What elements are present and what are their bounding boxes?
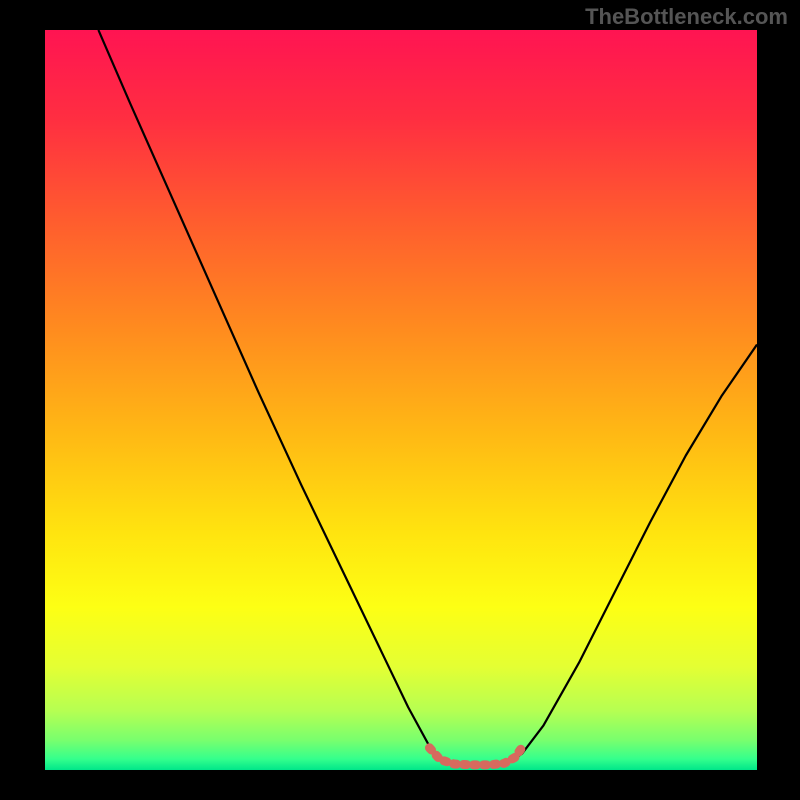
plot-area xyxy=(45,30,757,770)
chart-frame: TheBottleneck.com xyxy=(0,0,800,800)
valley-mark xyxy=(429,746,523,765)
watermark-text: TheBottleneck.com xyxy=(585,4,788,30)
main-curve xyxy=(98,30,757,765)
chart-svg xyxy=(45,30,757,770)
